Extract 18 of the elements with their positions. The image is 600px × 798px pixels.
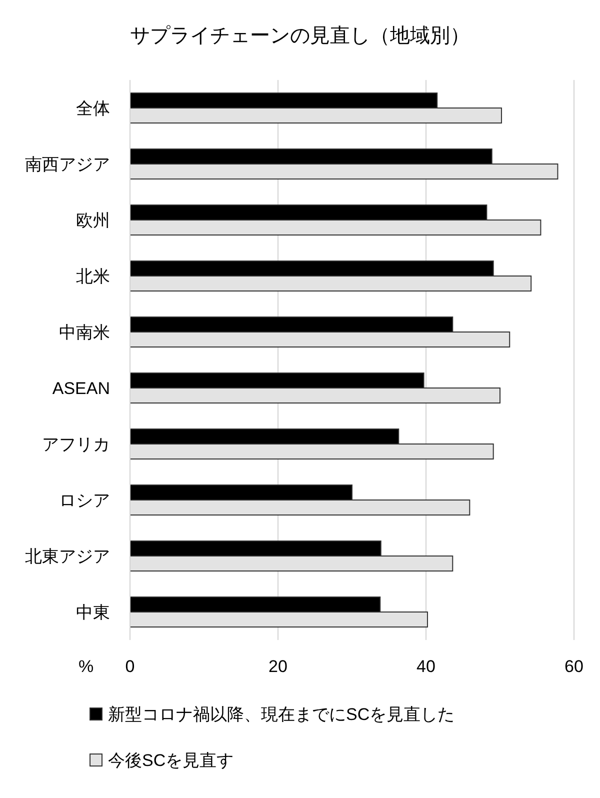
- y-tick-label: 北東アジア: [25, 547, 110, 566]
- y-tick-label: 中南米: [59, 323, 110, 342]
- y-tick-label: 全体: [76, 99, 110, 118]
- legend-label: 今後SCを見直す: [108, 751, 234, 770]
- y-tick-label: ASEAN: [52, 379, 110, 398]
- y-tick-label: 北米: [76, 267, 110, 286]
- y-tick-label: 欧州: [76, 211, 110, 230]
- chart-title: サプライチェーンの見直し（地域別）: [130, 25, 470, 47]
- x-tick-label: 60: [564, 657, 584, 676]
- y-tick-label: 中東: [76, 603, 110, 622]
- y-tick-label: アフリカ: [42, 435, 110, 454]
- legend-label: 新型コロナ禍以降、現在までにSCを見直した: [108, 705, 455, 724]
- y-tick-label: ロシア: [59, 491, 110, 510]
- x-tick-label: 40: [416, 657, 436, 676]
- x-tick-label: 0: [125, 657, 135, 676]
- y-tick-label: 南西アジア: [25, 155, 110, 174]
- x-tick-label: 20: [268, 657, 288, 676]
- x-axis-title: %: [78, 657, 94, 676]
